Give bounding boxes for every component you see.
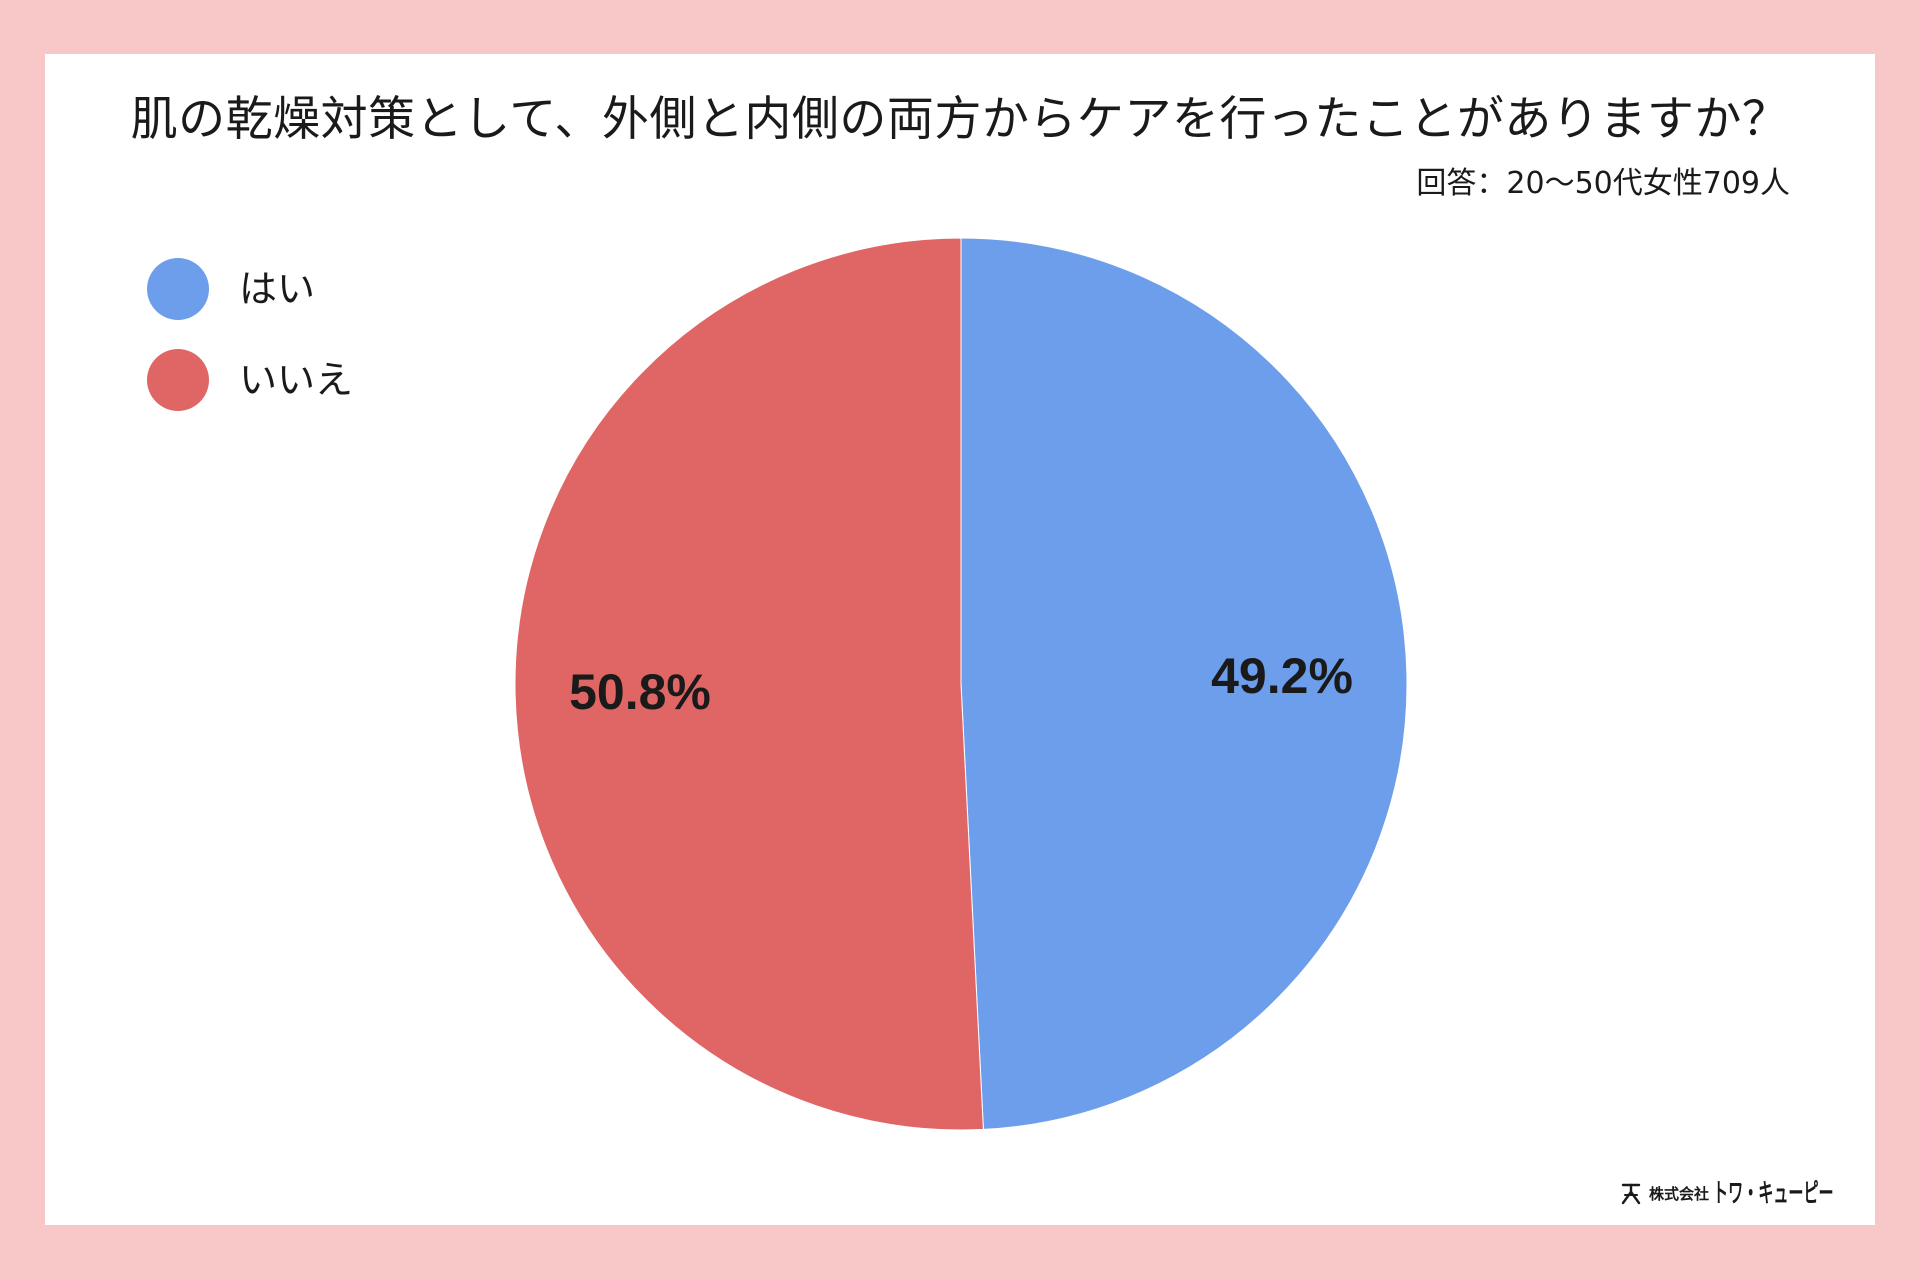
pie-slice-value-label: 50.8% xyxy=(569,664,711,720)
legend-label: いいえ xyxy=(239,358,354,402)
company-logo-icon xyxy=(1621,1183,1641,1205)
legend-item-yes: はい xyxy=(147,258,315,320)
legend-item-no: いいえ xyxy=(147,349,353,411)
legend-swatch xyxy=(147,258,209,320)
pie-slice-1 xyxy=(514,237,984,1131)
chart-subtitle: 回答：20～50代女性709人 xyxy=(1416,166,1790,201)
logo-company-name: トワ・キューピー xyxy=(1713,1179,1834,1209)
logo-name-box: トワ・キューピー xyxy=(1713,1178,1834,1210)
pie-slice-0 xyxy=(960,237,1408,1130)
legend-label: はい xyxy=(239,267,316,311)
pie-slice-value-label: 49.2% xyxy=(1211,648,1353,704)
chart-card: 肌の乾燥対策として、外側と内側の両方からケアを行ったことがありますか？ 回答：2… xyxy=(45,54,1875,1225)
logo-company-prefix: 株式会社 xyxy=(1648,1185,1709,1203)
chart-title: 肌の乾燥対策として、外側と内側の両方からケアを行ったことがありますか？ xyxy=(130,92,1790,147)
company-logo: 株式会社 トワ・キューピー xyxy=(1619,1178,1834,1210)
legend-swatch xyxy=(147,349,209,411)
pie-chart: 49.2% 50.8% xyxy=(514,237,1408,1131)
